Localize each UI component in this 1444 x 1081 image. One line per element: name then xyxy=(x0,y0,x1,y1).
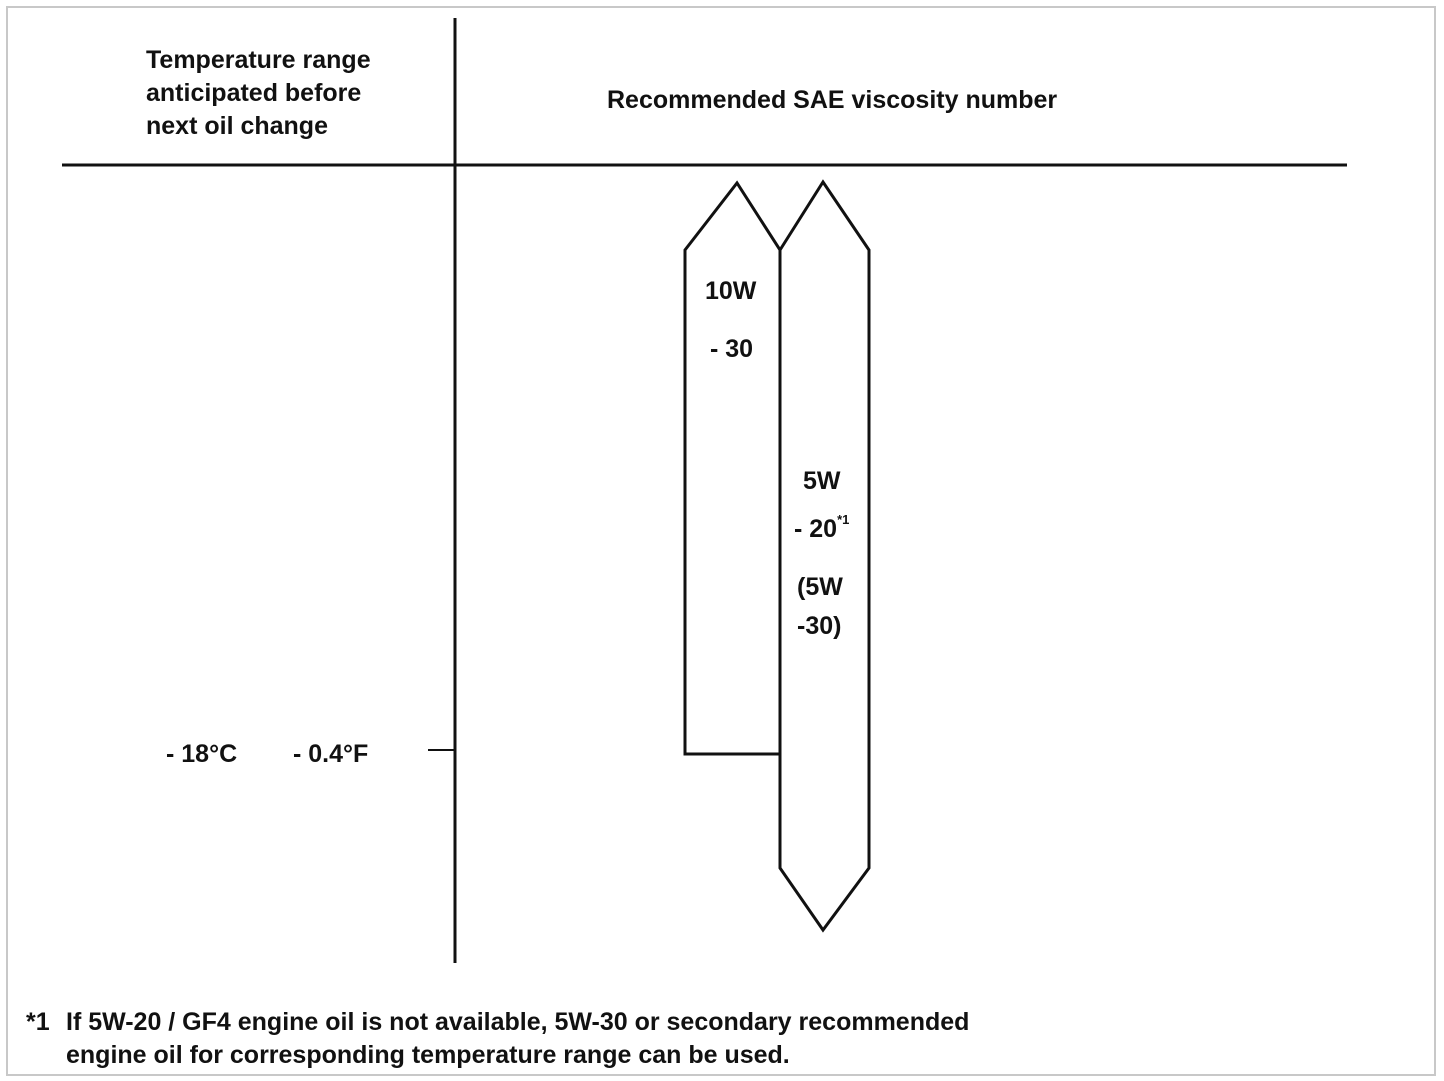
footnote: *1 If 5W-20 / GF4 engine oil is not avail… xyxy=(26,1006,969,1072)
header-left-line-3: next oil change xyxy=(146,112,328,140)
oil-5w-20-label-line-3: (5W xyxy=(797,573,843,601)
footnote-line-1: *1 If 5W-20 / GF4 engine oil is not avail… xyxy=(26,1006,969,1039)
oil-5w-20-label-line-2: - 20*1 xyxy=(794,511,850,544)
diagram-frame xyxy=(6,6,1436,1076)
footnote-ref: *1 xyxy=(837,511,850,527)
temperature-celsius: - 18°C xyxy=(166,740,238,768)
temperature-range-header: Temperature range anticipated before nex… xyxy=(146,44,436,143)
temperature-fahrenheit: - 0.4°F xyxy=(293,740,369,768)
footnote-line-2: engine oil for corresponding temperature… xyxy=(66,1041,790,1069)
oil-5w-20-label-line-4: -30) xyxy=(797,612,842,640)
oil-10w-30-label-line-1: 10W xyxy=(705,277,757,305)
oil-10w-30-label-line-2: - 30 xyxy=(710,335,754,363)
footnote-text-1: If 5W-20 / GF4 engine oil is not availab… xyxy=(66,1008,970,1036)
header-left-line-2: anticipated before xyxy=(146,79,362,107)
viscosity-header: Recommended SAE viscosity number xyxy=(607,86,1058,114)
oil-5w-20-label-line-1: 5W xyxy=(803,467,841,495)
footnote-marker: *1 xyxy=(26,1008,50,1036)
band-10w-30 xyxy=(683,180,782,756)
band-5w-20 xyxy=(778,179,871,933)
header-left-line-1: Temperature range xyxy=(146,46,371,74)
oil-5w-20-grade: - 20 xyxy=(794,515,838,543)
